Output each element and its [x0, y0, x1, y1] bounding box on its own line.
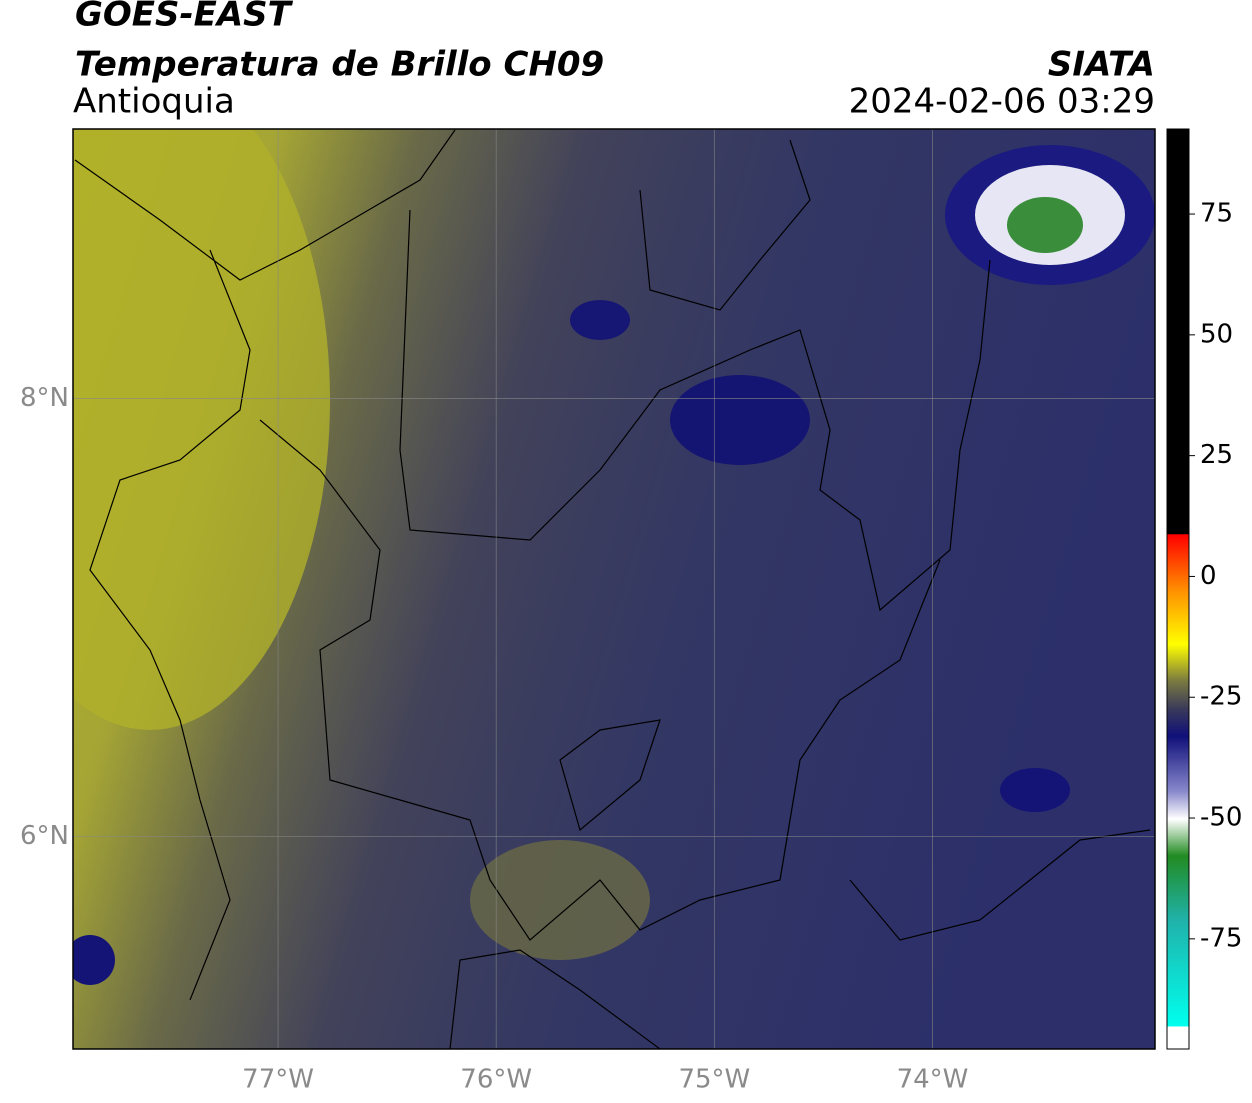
map-frame — [72, 128, 1156, 1050]
colorbar-tick-label: -75 — [1200, 923, 1242, 953]
colorbar-tick-label: -50 — [1200, 803, 1242, 833]
map-field — [73, 129, 1155, 1049]
colorbar-tick-label: 0 — [1200, 561, 1217, 591]
lon-tick-label: 77°W — [242, 1065, 314, 1095]
lon-tick-label: 75°W — [678, 1065, 750, 1095]
colorbar-tick-label: 75 — [1200, 199, 1233, 229]
lon-tick-label: 74°W — [897, 1065, 969, 1095]
lat-tick-label: 8°N — [20, 383, 69, 413]
colorbar-tick-label: -25 — [1200, 682, 1242, 712]
source: SIATA — [1048, 45, 1155, 85]
lat-tick-label: 6°N — [20, 821, 69, 851]
lon-tick-label: 76°W — [460, 1065, 532, 1095]
datetime: 2024-02-06 03:29 — [849, 82, 1155, 122]
colorbar-tick-label: 50 — [1200, 319, 1233, 349]
region: Antioquia — [73, 82, 235, 122]
colorbar — [1166, 128, 1190, 1050]
product: Temperatura de Brillo CH09 — [75, 45, 604, 85]
satellite: GOES-EAST — [75, 0, 294, 35]
colorbar-tick-label: 25 — [1200, 440, 1233, 470]
